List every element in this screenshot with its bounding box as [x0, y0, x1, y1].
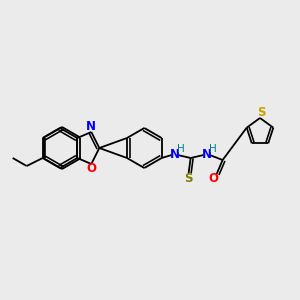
Text: N: N	[169, 148, 180, 161]
Text: S: S	[184, 172, 193, 185]
Text: H: H	[209, 144, 217, 154]
Text: S: S	[257, 106, 265, 118]
Text: O: O	[208, 172, 219, 185]
Text: O: O	[86, 163, 96, 176]
Text: H: H	[177, 144, 184, 154]
Text: N: N	[202, 148, 212, 161]
Text: N: N	[86, 121, 96, 134]
